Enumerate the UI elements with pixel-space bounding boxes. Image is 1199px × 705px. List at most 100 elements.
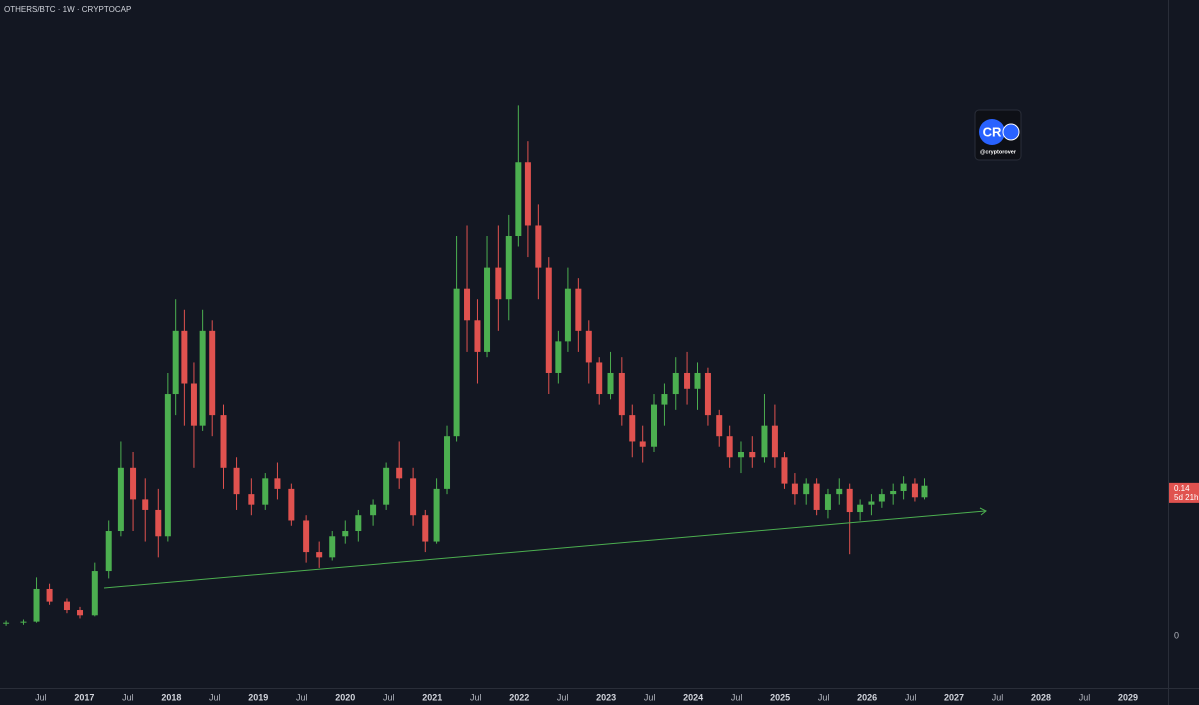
x-tick-label: 2018	[161, 692, 181, 702]
candle-body	[651, 404, 658, 447]
x-tick-label: Jul	[992, 692, 1004, 702]
candle-body	[370, 504, 377, 516]
candle-body	[846, 488, 853, 513]
candle-body	[704, 372, 711, 416]
logo-circle-small	[1002, 123, 1020, 141]
candle-body	[410, 478, 417, 516]
trend-arrow	[979, 507, 987, 516]
x-tick-label: 2020	[335, 692, 355, 702]
x-tick-label: 2029	[1118, 692, 1138, 702]
candle-body	[220, 415, 227, 468]
candle-body	[91, 571, 98, 616]
y-tick-label: 0	[1174, 631, 1179, 641]
candle-body	[857, 504, 864, 513]
candle-body	[262, 478, 269, 505]
candle-body	[233, 467, 240, 495]
x-tick-label: Jul	[209, 692, 221, 702]
x-tick-label: 2027	[944, 692, 964, 702]
candle-body	[396, 467, 403, 479]
candle-body	[303, 520, 310, 553]
candle-body	[564, 288, 571, 342]
candle-body	[199, 330, 206, 426]
candle-body	[46, 588, 53, 602]
candle-body	[209, 330, 216, 416]
candle-body	[172, 330, 179, 395]
x-tick-label: 2017	[74, 692, 94, 702]
x-tick-label: 2022	[509, 692, 529, 702]
candle-body	[726, 436, 733, 458]
candle-body	[453, 288, 460, 437]
candle-body	[422, 515, 429, 542]
x-tick-label: Jul	[818, 692, 830, 702]
candle-body	[164, 394, 171, 537]
plot	[3, 105, 928, 626]
candle-body	[921, 485, 928, 498]
x-tick-label: 2025	[770, 692, 790, 702]
x-tick-label: Jul	[1079, 692, 1091, 702]
candle-body	[596, 362, 603, 395]
candle-body	[781, 457, 788, 484]
candle-body	[20, 621, 27, 623]
candle-body	[672, 372, 679, 395]
candle-body	[813, 483, 820, 510]
candle-body	[694, 372, 701, 389]
candle-body	[524, 162, 531, 226]
candle-body	[142, 499, 149, 510]
candle-body	[803, 483, 810, 495]
candle-body	[900, 483, 907, 491]
x-tick-label: Jul	[905, 692, 917, 702]
candle-body	[824, 494, 831, 510]
candle-body	[130, 467, 137, 500]
x-tick-label: 2023	[596, 692, 616, 702]
trendline	[103, 507, 987, 589]
candle-body	[585, 330, 592, 363]
candle-body	[77, 610, 84, 616]
x-tick-label: 2024	[683, 692, 703, 702]
candle-body	[716, 415, 723, 437]
candle-body	[342, 531, 349, 537]
candle-body	[771, 425, 778, 458]
candle-body	[117, 467, 124, 532]
price-tag-box	[1169, 482, 1199, 503]
candle-body	[629, 415, 636, 442]
candle-body	[575, 288, 582, 331]
candle-body	[316, 552, 323, 558]
candle-body	[248, 494, 255, 505]
x-tick-label: Jul	[470, 692, 482, 702]
candle-body	[288, 488, 295, 521]
x-tick-label: Jul	[557, 692, 569, 702]
x-tick-label: Jul	[296, 692, 308, 702]
candle-body	[464, 288, 471, 321]
candle-body	[868, 501, 875, 505]
candle-body	[505, 236, 512, 300]
x-tick-label: Jul	[731, 692, 743, 702]
candle-body	[836, 488, 843, 495]
candle-body	[761, 425, 768, 458]
candle-body	[535, 225, 542, 268]
candle-body	[190, 383, 197, 426]
candle-body	[555, 341, 562, 373]
candle-body	[661, 394, 668, 405]
candle-body	[607, 372, 614, 395]
x-tick-label: Jul	[383, 692, 395, 702]
candle-body	[274, 478, 281, 489]
x-tick-label: 2021	[422, 692, 442, 702]
watermark: CR @cryptorover	[974, 109, 1022, 161]
x-tick-label: 2019	[248, 692, 268, 702]
candle-body	[3, 622, 10, 624]
candle-body	[355, 515, 362, 532]
x-tick-label: Jul	[644, 692, 656, 702]
candle-body	[105, 531, 112, 572]
candle-body	[63, 601, 70, 611]
trend-line	[103, 510, 986, 589]
candle-body	[495, 267, 502, 300]
price-tag-value: 0.14	[1174, 484, 1190, 493]
candle-body	[181, 330, 188, 384]
candle-body	[329, 536, 336, 558]
x-tick-label: 2026	[857, 692, 877, 702]
candle-body	[515, 162, 522, 237]
candle-body	[684, 372, 691, 389]
